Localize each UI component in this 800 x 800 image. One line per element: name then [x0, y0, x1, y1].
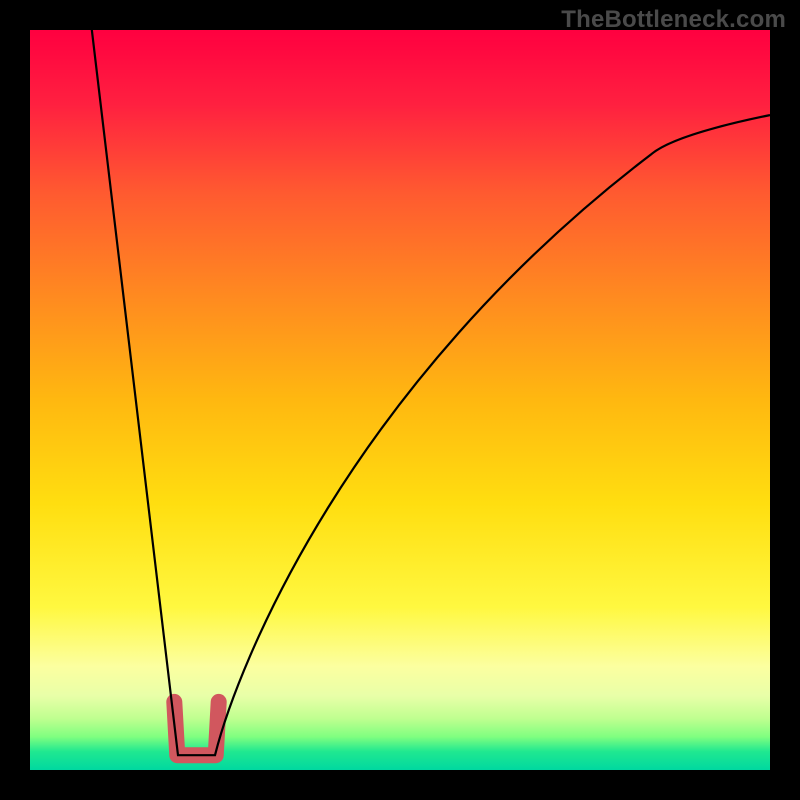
chart-container: TheBottleneck.com — [0, 0, 800, 800]
chart-plot-area — [30, 30, 770, 770]
bottleneck-chart — [0, 0, 800, 800]
watermark-text: TheBottleneck.com — [561, 6, 786, 34]
